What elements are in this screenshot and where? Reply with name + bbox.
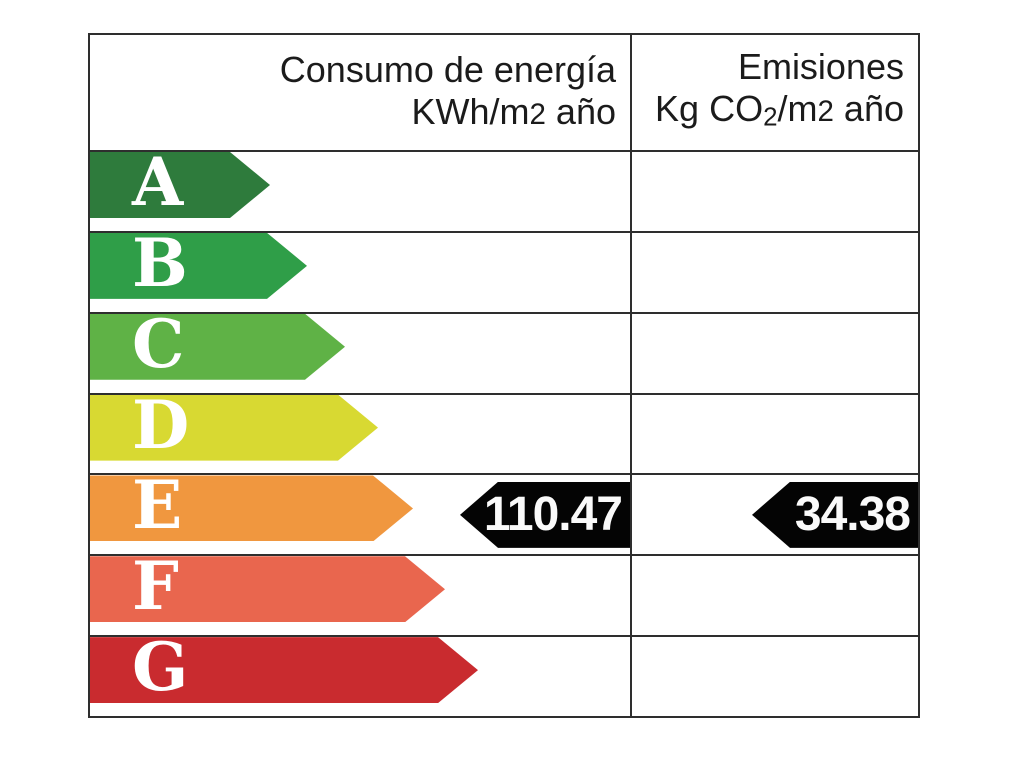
consumption-header-unit: KWh/m2 año (411, 91, 616, 136)
consumption-cell-c: C (90, 314, 632, 393)
emissions-cell-f (632, 556, 918, 635)
rating-bar-e: E (90, 475, 413, 541)
rating-table: Consumo de energía KWh/m2 año Emisiones … (88, 33, 920, 718)
emissions-value-tag: 34.38 (752, 481, 918, 548)
consumption-cell-g: G (90, 637, 632, 717)
emissions-header-title: Emisiones (737, 46, 904, 88)
rating-rows: A B C D E 110.47 34.38 F G (90, 150, 918, 717)
consumption-value-tag-text: 110.47 (483, 488, 623, 542)
rating-row-f: F (90, 554, 918, 636)
emissions-cell-e: 34.38 (632, 475, 918, 554)
emissions-cell-g (632, 637, 918, 716)
consumption-cell-f: F (90, 556, 632, 636)
unit-subscript: 2 (763, 103, 778, 132)
emissions-cell-c (632, 314, 918, 393)
consumption-cell-e: E 110.47 (90, 475, 632, 555)
consumption-value-tag: 110.47 (460, 481, 630, 548)
rating-letter-b: B (132, 223, 188, 302)
rating-bar-f: F (90, 556, 445, 622)
rating-letter-a: A (132, 143, 184, 221)
emissions-cell-a (632, 152, 918, 231)
rating-letter-d: D (132, 385, 190, 464)
emissions-cell-b (632, 233, 918, 312)
consumption-cell-d: D (90, 395, 632, 474)
emissions-value-tag-text: 34.38 (794, 488, 911, 542)
consumption-header-title: Consumo de energía (279, 49, 616, 90)
consumption-header: Consumo de energía KWh/m2 año (90, 35, 632, 150)
unit-suffix: año (833, 88, 904, 130)
unit-exponent: 2 (817, 95, 834, 129)
rating-row-g: G (90, 635, 918, 717)
table-header: Consumo de energía KWh/m2 año Emisiones … (90, 35, 918, 150)
rating-bar-a: A (90, 152, 270, 218)
emissions-header: Emisiones Kg CO2/m2 año (632, 35, 918, 150)
emissions-cell-d (632, 395, 918, 474)
unit-mid: /m (777, 88, 818, 130)
unit-prefix: Kg CO (655, 88, 764, 130)
rating-letter-e: E (132, 466, 183, 545)
emissions-header-unit: Kg CO2/m2 año (655, 88, 904, 139)
rating-row-e: E 110.47 34.38 (90, 473, 918, 555)
rating-row-b: B (90, 231, 918, 312)
rating-row-c: C (90, 312, 918, 393)
rating-letter-g: G (132, 628, 189, 707)
unit-suffix: año (545, 91, 616, 132)
rating-bar-d: D (90, 395, 378, 461)
rating-bar-b: B (90, 233, 307, 299)
unit-prefix: KWh/m (411, 91, 530, 132)
rating-letter-f: F (132, 547, 179, 626)
unit-exponent: 2 (529, 98, 546, 131)
rating-letter-c: C (132, 304, 185, 383)
rating-row-d: D (90, 393, 918, 474)
rating-bar-g: G (90, 637, 478, 703)
rating-row-a: A (90, 150, 918, 231)
consumption-cell-b: B (90, 233, 632, 312)
rating-bar-c: C (90, 314, 345, 380)
consumption-cell-a: A (90, 152, 632, 231)
